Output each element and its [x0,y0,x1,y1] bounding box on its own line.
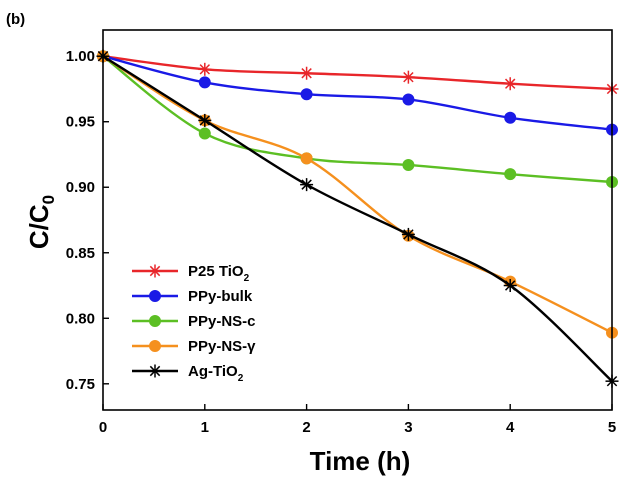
y-tick-label: 0.90 [66,179,95,196]
series-layer [96,49,619,388]
y-axis-title: C/C0 [24,195,58,249]
data-point [401,70,415,84]
x-tick-label: 5 [608,419,616,436]
legend-label-main: Ag-TiO [188,363,238,380]
y-tick-label: 0.80 [66,310,95,327]
legend-label: Ag-TiO2 [188,363,244,384]
data-point [503,279,517,293]
legend-swatch-marker [149,290,161,302]
y-tick-label: 1.00 [66,48,95,65]
series-1 [96,49,619,96]
data-point [300,66,314,80]
data-point [300,178,314,192]
data-point [198,76,211,89]
data-point [300,152,313,165]
data-point [503,77,517,91]
data-point [198,62,212,76]
data-point [402,93,415,106]
y-tick-label: 0.75 [66,376,95,393]
x-tick-label: 3 [404,419,412,436]
legend-label-main: PPy-bulk [188,288,253,305]
x-axis-title: Time (h) [310,446,411,476]
y-axis-title-sub: 0 [39,195,58,204]
svg-text:C/C0: C/C0 [24,195,58,249]
legend-label-sub: 2 [238,373,244,384]
data-point [504,111,517,124]
data-point [198,113,212,127]
x-tick-label: 2 [302,419,310,436]
y-axis-title-main: C/C [24,204,54,249]
legend-item: PPy-bulk [132,288,253,305]
axis-ticks: 0 1 2 3 4 5 0.75 0.80 0.85 0.90 0.95 1.00 [66,48,616,436]
legend-swatch-marker [149,315,161,327]
data-point [401,227,415,241]
data-point [198,127,211,140]
legend-item: P25 TiO2 [132,263,250,284]
y-tick-label: 0.85 [66,245,95,262]
series-2 [97,50,618,136]
legend-swatch-marker [149,340,161,352]
legend-swatch-marker [148,264,162,278]
data-point [402,158,415,171]
series-line [102,55,613,131]
legend-item: PPy-NS-γ [132,338,256,355]
legend-label: PPy-bulk [188,288,253,305]
legend-label-sub: 2 [244,273,250,284]
legend-item: Ag-TiO2 [132,363,244,384]
series-line [102,55,613,334]
x-tick-label: 4 [506,419,515,436]
legend-label-main: P25 TiO [188,263,244,280]
series-line [102,55,613,91]
legend-label-main: PPy-NS-γ [188,338,256,355]
panel-label: (b) [6,11,25,28]
legend-label: P25 TiO2 [188,263,250,284]
y-tick-label: 0.95 [66,114,95,131]
legend-label: PPy-NS-γ [188,338,256,355]
legend-label: PPy-NS-c [188,313,256,330]
x-tick-label: 1 [201,419,209,436]
x-tick-label: 0 [99,419,107,436]
series-5 [96,49,619,388]
legend-label-main: PPy-NS-c [188,313,256,330]
legend-item: PPy-NS-c [132,313,256,330]
series-line [102,55,613,184]
series-line [102,55,613,383]
data-point [300,88,313,101]
data-point [504,168,517,181]
legend-swatch-marker [148,364,162,378]
plot-frame [102,29,613,411]
series-3 [97,50,618,188]
